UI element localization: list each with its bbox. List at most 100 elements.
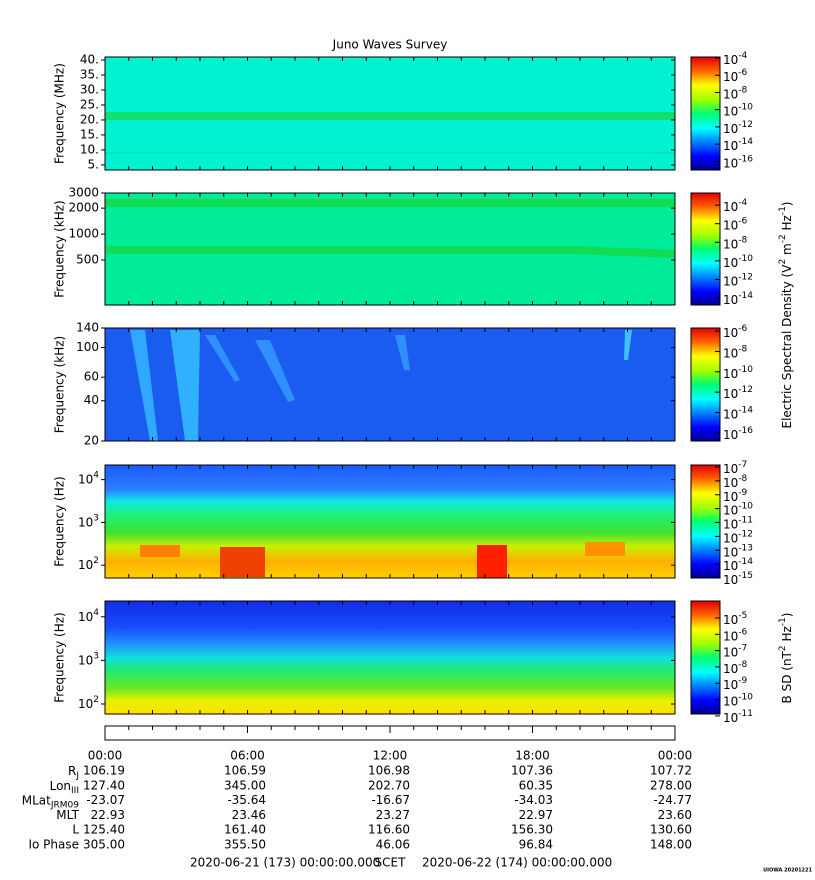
ephemeris-value: 127.40 [83, 778, 125, 792]
panel: 140 100 60 40 20 Frequency (kHz) 10-6 10-8 10-10… [53, 321, 754, 448]
colorbar-tick-label: 10-10 [723, 501, 753, 517]
ephemeris-label: Io Phase [28, 838, 79, 852]
colorbar-frame [690, 192, 721, 306]
ephemeris-value: 46.06 [376, 838, 410, 852]
spectrogram-patch [585, 542, 625, 556]
colorbar-tick-label: 10-8 [723, 85, 748, 101]
y-tick-label: 104 [78, 470, 99, 486]
spectrogram-streak [395, 335, 410, 370]
ephemeris-value: 23.27 [376, 808, 410, 822]
ephemeris-value: -24.77 [653, 793, 692, 807]
ephemeris-value: -35.64 [227, 793, 266, 807]
y-tick-label: 5. [88, 157, 99, 171]
y-tick-label: 25. [80, 97, 99, 111]
colorbar-tick-label: 10-4 [723, 198, 748, 214]
ephemeris-value: 106.59 [224, 764, 266, 778]
colorbar-tick-label: 10-14 [723, 137, 753, 153]
ephemeris-value: 148.00 [650, 838, 692, 852]
colorbar-tick-label: 10-8 [723, 344, 748, 360]
colorbar-tick-label: 10-8 [723, 473, 748, 489]
y-tick-label: 35. [80, 67, 99, 81]
colorbar-tick-label: 10-12 [723, 529, 753, 545]
colorbar-tick-label: 10-4 [723, 50, 748, 66]
ephemeris-value: -23.07 [86, 793, 125, 807]
y-tick-label: 1000 [68, 227, 99, 241]
panel: 40.35.30.25.20.15.10.5. Frequency (MHz) 10… [53, 50, 754, 171]
y-axis-label: Frequency (kHz) [53, 336, 67, 433]
y-tick-label: 104 [78, 607, 99, 623]
ephemeris-value: 23.46 [232, 808, 266, 822]
colorbar [691, 328, 720, 441]
time-label: 12:00 [373, 749, 408, 763]
y-axis-label: Frequency (MHz) [53, 63, 67, 164]
colorbar-tick-label: 10-8 [723, 235, 748, 251]
ephemeris-value: 125.40 [83, 823, 125, 837]
ephemeris-value: 23.60 [658, 808, 692, 822]
ephemeris-value: 96.84 [519, 838, 553, 852]
colorbar [691, 601, 720, 714]
ephemeris-value: 156.30 [511, 823, 553, 837]
ephemeris-value: 22.93 [91, 808, 125, 822]
colorbar [691, 465, 720, 578]
ephemeris-value: 107.36 [511, 764, 553, 778]
spectrogram-3 [105, 328, 675, 441]
spectrogram-streak [205, 335, 240, 382]
colorbar-tick-label: 10-7 [723, 643, 747, 659]
spectrogram-5 [105, 601, 675, 714]
colorbar [691, 57, 720, 170]
colorbar-tick-label: 10-6 [723, 627, 748, 643]
colorbar-label: Electric Spectral Density (V2 m-2 Hz-1) [778, 201, 794, 428]
y-tick-label: 10. [80, 142, 99, 156]
ephemeris-value: 130.60 [650, 823, 692, 837]
y-tick-label: 102 [78, 695, 99, 711]
colorbar-tick-label: 10-16 [723, 154, 753, 170]
colorbar-tick-label: 10-14 [723, 557, 753, 573]
footer-end: 2020-06-22 (174) 00:00:00.000 [422, 856, 612, 870]
y-tick-label: 20 [84, 434, 99, 448]
colorbar [691, 193, 720, 305]
colorbar-tick-label: 10-6 [723, 68, 748, 84]
colorbar-tick-label: 10-13 [723, 543, 753, 559]
colorbar-tick-label: 10-7 [723, 460, 747, 476]
spectrogram-band [105, 112, 675, 120]
y-axis-label: Frequency (kHz) [53, 200, 67, 297]
y-tick-label: 500 [76, 252, 99, 266]
ephemeris-value: 202.70 [368, 778, 410, 792]
ephemeris-value: 60.35 [519, 778, 553, 792]
spectrogram-patch [140, 545, 180, 557]
chart-title: Juno Waves Survey [332, 38, 448, 52]
spectrogram-band [105, 246, 675, 258]
spectrogram-band [105, 152, 675, 154]
colorbar-tick-label: 10-12 [723, 385, 753, 401]
ephemeris-value: 305.00 [83, 838, 125, 852]
y-tick-label: 40 [84, 393, 99, 407]
ephemeris-value: 278.00 [650, 778, 692, 792]
colorbar-frame [690, 600, 721, 715]
y-tick-label: 3000 [68, 186, 99, 200]
spectrogram-streak [130, 330, 158, 441]
spectrogram-images [105, 57, 675, 714]
colorbar-tick-label: 10-9 [723, 676, 748, 692]
ephemeris-label: RJ [68, 764, 79, 781]
y-tick-label: 140 [76, 321, 99, 335]
colorbar-tick-label: 10-12 [723, 272, 753, 288]
colorbar-frame [690, 464, 721, 579]
time-label: 00:00 [658, 749, 693, 763]
y-axis-label: Frequency (Hz) [53, 476, 67, 567]
colorbar-tick-label: 10-11 [723, 708, 753, 724]
colorbar-tick-label: 10-15 [723, 571, 753, 587]
y-tick-label: 40. [80, 52, 99, 66]
colorbar-tick-label: 10-11 [723, 515, 753, 531]
colorbar-frame [690, 327, 721, 442]
colorbar-label: B SD (nT2 Hz-1) [778, 613, 794, 704]
colorbars [691, 57, 720, 714]
colorbar-frame [690, 56, 721, 171]
y-tick-label: 30. [80, 82, 99, 96]
colorbar-tick-label: 10-10 [723, 253, 753, 269]
ephemeris-value: 161.40 [224, 823, 266, 837]
spectrogram-4 [105, 465, 675, 578]
y-tick-label: 103 [78, 651, 99, 667]
colorbar-tick-label: 10-14 [723, 405, 753, 421]
colorbar-tick-label: 10-14 [723, 291, 753, 307]
